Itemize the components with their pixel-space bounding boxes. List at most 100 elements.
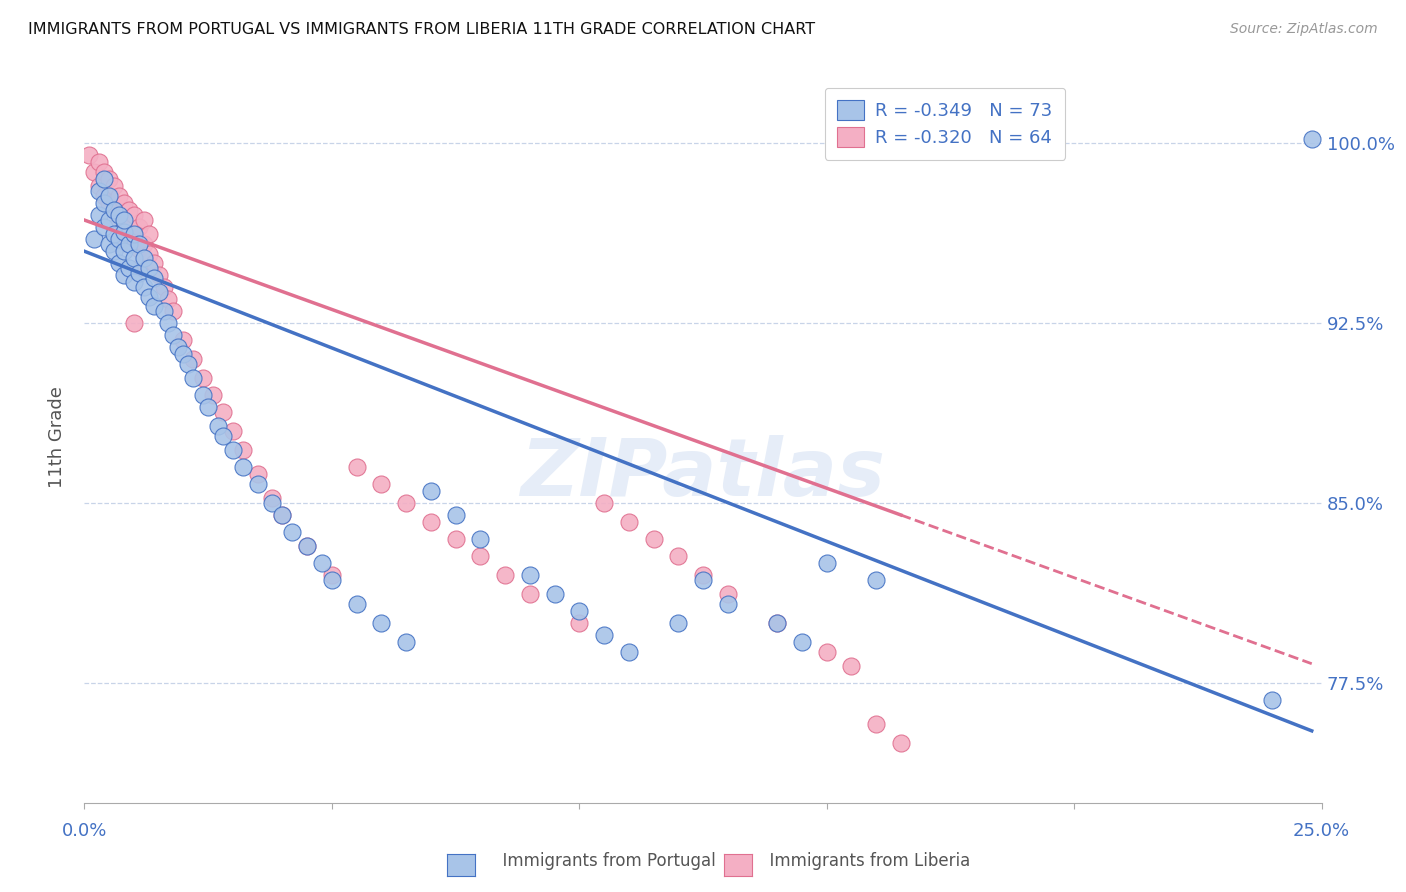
Point	[191, 388, 214, 402]
Point	[98, 196, 121, 211]
Point	[89, 179, 111, 194]
Point	[128, 266, 150, 280]
Point	[122, 227, 145, 242]
Point	[295, 539, 318, 553]
Point	[766, 615, 789, 630]
Point	[865, 716, 887, 731]
Point	[519, 568, 541, 582]
Point	[118, 203, 141, 218]
Point	[262, 491, 284, 506]
Point	[103, 203, 125, 218]
Point	[118, 260, 141, 275]
Point	[142, 270, 165, 285]
Point	[617, 515, 640, 529]
Point	[83, 232, 105, 246]
Y-axis label: 11th Grade: 11th Grade	[48, 386, 66, 488]
Point	[568, 604, 591, 618]
Point	[177, 357, 200, 371]
Text: IMMIGRANTS FROM PORTUGAL VS IMMIGRANTS FROM LIBERIA 11TH GRADE CORRELATION CHART: IMMIGRANTS FROM PORTUGAL VS IMMIGRANTS F…	[28, 22, 815, 37]
Point	[93, 189, 115, 203]
Text: ZIPatlas: ZIPatlas	[520, 434, 886, 513]
Point	[643, 532, 665, 546]
Point	[167, 340, 190, 354]
Point	[112, 268, 135, 283]
Point	[89, 155, 111, 169]
Point	[152, 304, 174, 318]
Text: 0.0%: 0.0%	[62, 822, 107, 840]
Point	[98, 213, 121, 227]
Point	[222, 424, 245, 438]
Point	[162, 304, 184, 318]
Point	[89, 208, 111, 222]
Point	[138, 290, 160, 304]
Point	[122, 232, 145, 246]
Point	[593, 628, 616, 642]
Point	[692, 568, 714, 582]
Point	[93, 220, 115, 235]
Point	[108, 189, 131, 203]
Point	[172, 347, 194, 361]
Point	[262, 496, 284, 510]
Point	[666, 615, 689, 630]
Point	[370, 615, 392, 630]
Point	[222, 443, 245, 458]
Point	[232, 460, 254, 475]
Point	[172, 333, 194, 347]
Point	[138, 246, 160, 260]
Point	[108, 256, 131, 270]
Point	[132, 280, 155, 294]
Point	[321, 573, 343, 587]
Point	[494, 568, 516, 582]
Point	[122, 316, 145, 330]
Point	[128, 220, 150, 235]
Point	[98, 189, 121, 203]
Point	[395, 635, 418, 649]
Point	[519, 587, 541, 601]
Point	[103, 203, 125, 218]
Point	[197, 400, 219, 414]
Point	[157, 292, 180, 306]
Point	[321, 568, 343, 582]
Point	[1261, 692, 1284, 706]
Legend: R = -0.349   N = 73, R = -0.320   N = 64: R = -0.349 N = 73, R = -0.320 N = 64	[825, 87, 1066, 160]
Point	[346, 597, 368, 611]
Point	[112, 225, 135, 239]
Point	[157, 316, 180, 330]
Point	[202, 388, 225, 402]
Point	[311, 556, 333, 570]
Point	[103, 244, 125, 259]
Point	[108, 232, 131, 246]
Point	[568, 615, 591, 630]
Point	[108, 208, 131, 222]
Point	[103, 227, 125, 242]
Point	[138, 227, 160, 242]
Point	[132, 252, 155, 266]
Point	[148, 285, 170, 299]
Point	[692, 573, 714, 587]
Point	[83, 165, 105, 179]
Point	[122, 276, 145, 290]
Point	[271, 508, 294, 522]
Point	[128, 237, 150, 252]
Point	[181, 371, 204, 385]
Point	[419, 515, 441, 529]
Point	[246, 467, 269, 482]
Point	[128, 260, 150, 275]
Point	[717, 597, 740, 611]
Point	[790, 635, 813, 649]
Point	[181, 352, 204, 367]
Point	[666, 549, 689, 563]
Point	[295, 539, 318, 553]
Point	[152, 280, 174, 294]
Point	[815, 556, 838, 570]
Point	[370, 476, 392, 491]
Point	[93, 172, 115, 186]
Point	[246, 476, 269, 491]
Point	[617, 645, 640, 659]
Point	[191, 371, 214, 385]
Point	[212, 429, 235, 443]
Point	[112, 196, 135, 211]
Point	[444, 508, 467, 522]
Point	[112, 220, 135, 235]
Text: Immigrants from Portugal: Immigrants from Portugal	[492, 852, 716, 870]
